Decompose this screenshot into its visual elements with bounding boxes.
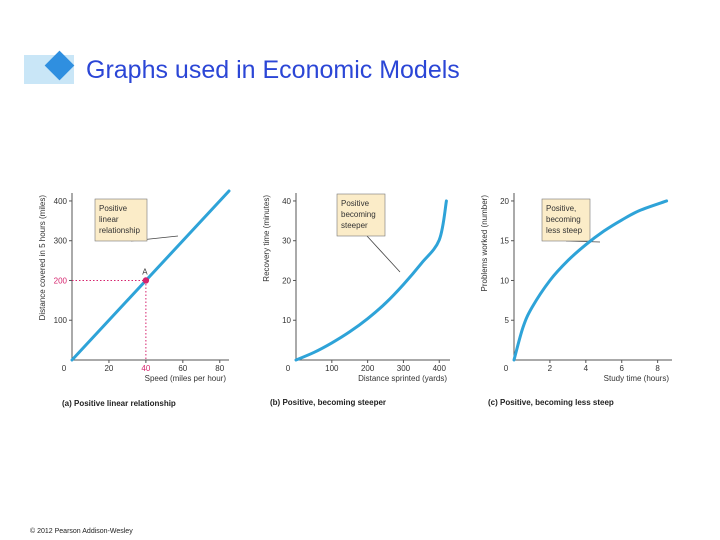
x-tick-label: 80 <box>215 364 224 373</box>
y-tick-label: 40 <box>282 197 291 206</box>
y-tick-label: 20 <box>500 197 509 206</box>
callout-text: becoming <box>546 215 581 224</box>
y-axis-label: Problems worked (number) <box>480 195 489 292</box>
x-tick-label: 4 <box>584 364 589 373</box>
series-line <box>294 199 448 362</box>
callout-text: Positive <box>99 204 128 213</box>
slide-title: Graphs used in Economic Models <box>86 56 460 84</box>
callout-box <box>94 198 148 242</box>
series-line <box>70 189 231 362</box>
y-tick-label: 20 <box>282 276 291 285</box>
y-tick-label: 200 <box>54 276 68 285</box>
x-tick-label: 100 <box>325 364 339 373</box>
callout-leader-line <box>366 235 401 273</box>
chart-panel-c: 0 2 4 6 8 5 10 15 20 Study time (hours) Problems w… <box>480 193 672 407</box>
x-tick-label: 400 <box>433 364 447 373</box>
y-axis-label: Distance covered in 5 hours (miles) <box>38 195 47 321</box>
panel-title: (c) Positive, becoming less steep <box>488 398 614 407</box>
data-point-a <box>142 277 150 284</box>
y-tick-label: 30 <box>282 237 291 246</box>
panel-title: (b) Positive, becoming steeper <box>270 398 386 407</box>
y-tick-label: 10 <box>282 316 291 325</box>
chart-panel-a: 0 20 40 60 80 100 200 300 400 Speed (miles per ho… <box>38 189 231 408</box>
y-tick-label: 400 <box>54 197 68 206</box>
copyright-notice: © 2012 Pearson Addison-Wesley <box>30 528 133 535</box>
x-axis-label: Distance sprinted (yards) <box>358 374 447 383</box>
series-line <box>512 199 669 362</box>
x-tick-label: 6 <box>620 364 625 373</box>
x-tick-label: 20 <box>104 364 113 373</box>
callout-text: Positive <box>341 199 370 208</box>
x-tick-label: 2 <box>548 364 553 373</box>
x-tick-label: 60 <box>178 364 187 373</box>
chart-panel-b: 0 100 200 300 400 10 20 30 40 Distance sprinted (… <box>262 193 450 407</box>
x-axis-label: Speed (miles per hour) <box>145 374 227 383</box>
x-tick-label: 0 <box>62 364 67 373</box>
callout-box <box>541 198 591 242</box>
callout-text: less steep <box>546 226 583 235</box>
x-tick-label: 300 <box>397 364 411 373</box>
y-tick-label: 300 <box>54 237 68 246</box>
callout-text: becoming <box>341 210 376 219</box>
panel-title: (a) Positive linear relationship <box>62 399 176 408</box>
callout-text: linear <box>99 215 119 224</box>
callout-text: steeper <box>341 221 368 230</box>
x-tick-label: 0 <box>286 364 291 373</box>
x-tick-label: 40 <box>141 364 150 373</box>
x-tick-label: 8 <box>655 364 660 373</box>
y-axis-label: Recovery time (minutes) <box>262 195 271 282</box>
x-axis-label: Study time (hours) <box>604 374 670 383</box>
y-tick-label: 5 <box>505 316 510 325</box>
x-tick-label: 200 <box>361 364 375 373</box>
x-tick-label: 0 <box>504 364 509 373</box>
y-tick-label: 100 <box>54 316 68 325</box>
y-tick-label: 10 <box>500 276 509 285</box>
callout-text: relationship <box>99 226 140 235</box>
callout-text: Positive, <box>546 204 576 213</box>
point-label: A <box>142 267 148 276</box>
y-tick-label: 15 <box>500 237 509 246</box>
callout-box <box>336 193 386 237</box>
